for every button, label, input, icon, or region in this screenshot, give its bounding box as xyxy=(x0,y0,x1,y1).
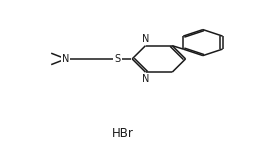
Text: N: N xyxy=(142,34,149,44)
Text: S: S xyxy=(115,54,120,64)
Text: N: N xyxy=(142,74,149,84)
Text: N: N xyxy=(62,54,69,64)
Text: HBr: HBr xyxy=(112,127,134,140)
